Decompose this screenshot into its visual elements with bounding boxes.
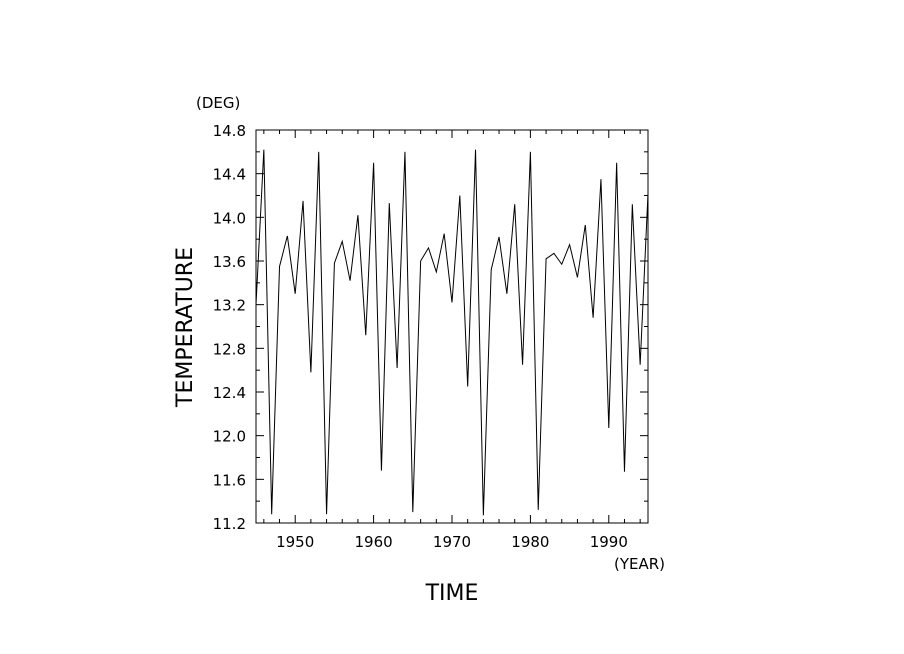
x-unit-label: (YEAR) <box>614 555 665 573</box>
temperature-series-line <box>255 149 649 516</box>
y-tick-label: 13.6 <box>213 253 246 271</box>
x-tick-label: 1970 <box>433 533 471 551</box>
axis-ticks <box>256 129 648 524</box>
plot-frame <box>255 129 649 524</box>
y-tick-labels: 11.2 11.6 12.0 12.4 12.8 13.2 13.6 14.0 14.4 14.8 <box>213 122 246 533</box>
x-tick-label: 1960 <box>355 533 393 551</box>
x-tick-label: 1950 <box>276 533 314 551</box>
y-tick-label: 12.0 <box>213 428 246 446</box>
x-tick-label: 1990 <box>590 533 628 551</box>
y-tick-label: 14.8 <box>213 122 246 140</box>
y-tick-label: 12.8 <box>213 340 246 358</box>
y-tick-label: 14.4 <box>213 166 246 184</box>
y-unit-label: (DEG) <box>196 94 240 112</box>
y-axis-title: TEMPERATURE <box>173 247 198 408</box>
y-tick-label: 11.6 <box>213 471 246 489</box>
x-tick-labels: 1950 1960 1970 1980 1990 <box>276 533 628 551</box>
x-tick-label: 1980 <box>511 533 549 551</box>
y-tick-label: 13.2 <box>213 297 246 315</box>
y-tick-label: 12.4 <box>213 384 246 402</box>
y-tick-label: 11.2 <box>213 515 246 533</box>
x-axis-title: TIME <box>425 581 479 606</box>
y-tick-label: 14.0 <box>213 209 246 227</box>
